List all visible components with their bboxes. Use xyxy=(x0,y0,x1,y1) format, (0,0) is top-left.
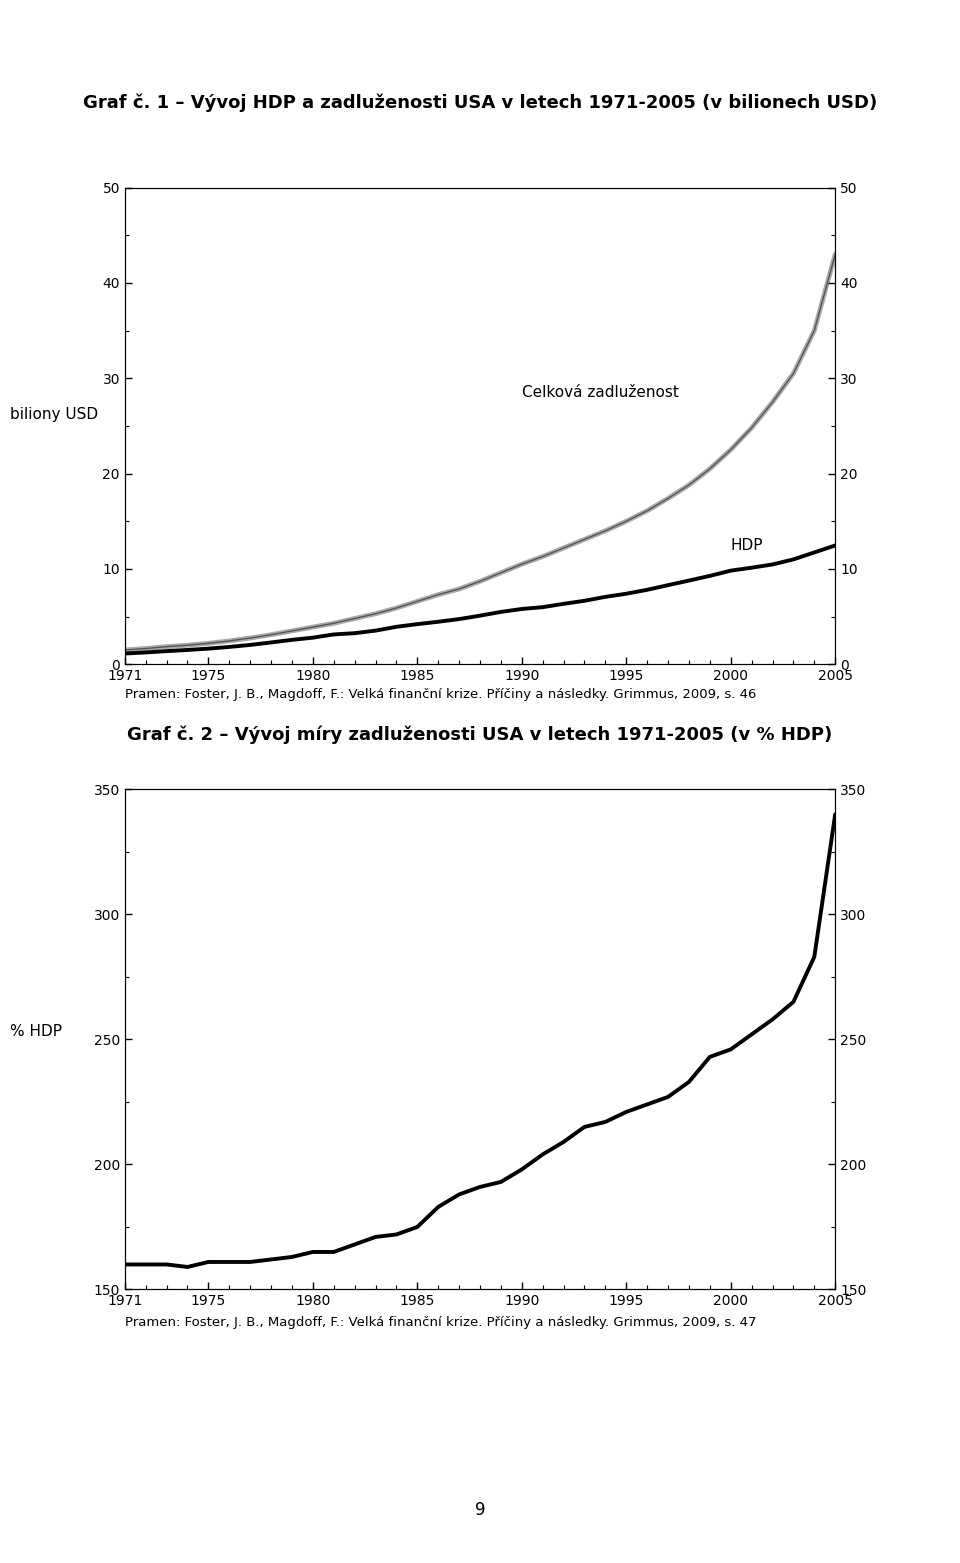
Text: Pramen: Foster, J. B., Magdoff, F.: Velká finanční krize. Příčiny a následky. Gr: Pramen: Foster, J. B., Magdoff, F.: Velk… xyxy=(125,688,756,700)
Text: Graf č. 1 – Vývoj HDP a zadluženosti USA v letech 1971-2005 (v bilionech USD): Graf č. 1 – Vývoj HDP a zadluženosti USA… xyxy=(83,94,877,113)
Text: % HDP: % HDP xyxy=(10,1024,61,1039)
Text: Pramen: Foster, J. B., Magdoff, F.: Velká finanční krize. Příčiny a následky. Gr: Pramen: Foster, J. B., Magdoff, F.: Velk… xyxy=(125,1316,756,1329)
Text: HDP: HDP xyxy=(731,538,763,553)
Text: 9: 9 xyxy=(475,1500,485,1519)
Text: Celková zadluženost: Celková zadluženost xyxy=(522,386,679,400)
Text: biliony USD: biliony USD xyxy=(10,406,98,422)
Text: Graf č. 2 – Vývoj míry zadluženosti USA v letech 1971-2005 (v % HDP): Graf č. 2 – Vývoj míry zadluženosti USA … xyxy=(128,725,832,744)
